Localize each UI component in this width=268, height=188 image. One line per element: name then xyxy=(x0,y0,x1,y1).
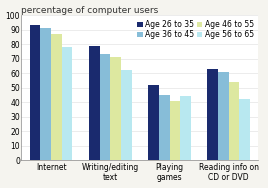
Bar xyxy=(100,55,110,160)
Bar xyxy=(51,34,62,160)
Bar xyxy=(207,69,218,160)
Bar xyxy=(180,96,191,160)
Bar xyxy=(121,70,132,160)
Bar xyxy=(62,47,72,160)
Bar xyxy=(110,57,121,160)
Bar xyxy=(229,82,239,160)
Bar xyxy=(89,46,100,160)
Legend: Age 26 to 35, Age 36 to 45, Age 46 to 55, Age 56 to 65: Age 26 to 35, Age 36 to 45, Age 46 to 55… xyxy=(136,19,255,40)
Bar xyxy=(30,26,40,160)
Bar xyxy=(170,101,180,160)
Bar xyxy=(40,28,51,160)
Bar xyxy=(239,99,250,160)
Text: percentage of computer users: percentage of computer users xyxy=(21,6,159,14)
Bar xyxy=(159,95,170,160)
Bar xyxy=(148,85,159,160)
Bar xyxy=(218,72,229,160)
